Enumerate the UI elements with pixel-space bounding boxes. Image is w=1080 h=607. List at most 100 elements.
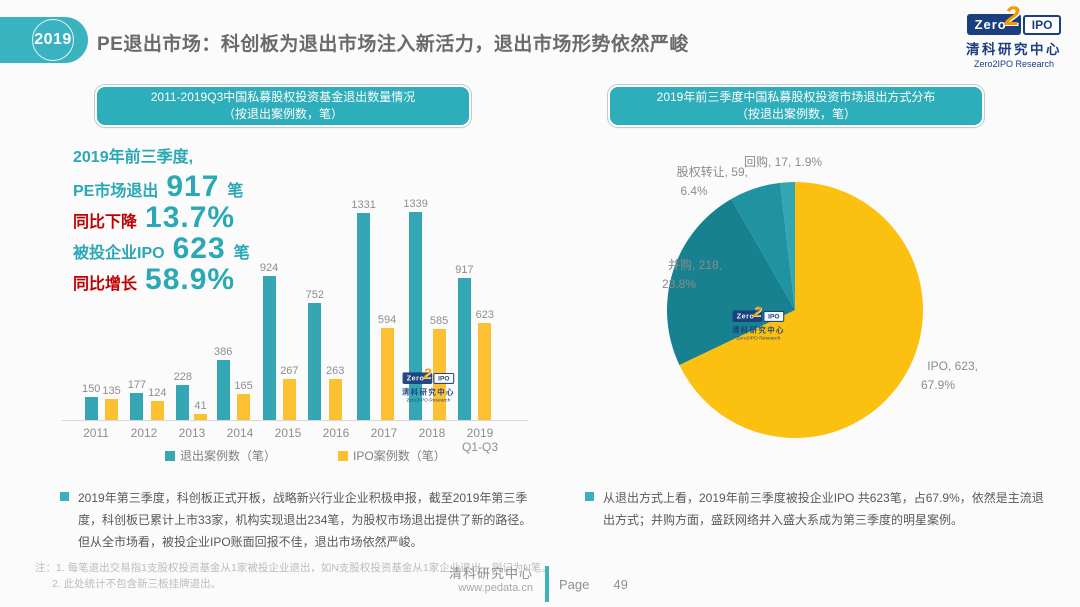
bar-group-2011: 150 135 <box>82 383 121 420</box>
logo-ipo-text: IPO <box>1022 14 1062 35</box>
zero2ipo-logo: Zero 2 IPO 清科研究中心 Zero2IPO Research <box>966 1 1062 69</box>
bar-value-label: 924 <box>259 262 279 274</box>
key-stats: 2019年前三季度, PE市场退出 917 笔 同比下降 13.7% 被投企业I… <box>73 143 250 296</box>
pie-label-pct: 23.8% <box>661 276 697 291</box>
bar-ipo-cases-2011 <box>105 399 119 420</box>
bar-value-label: 917 <box>455 264 474 276</box>
footer-divider <box>545 566 549 602</box>
pie-label-pct: 6.4% <box>680 183 708 198</box>
bar-value-label: 150 <box>82 383 101 395</box>
bar-ipo-cases-2019 <box>478 323 492 420</box>
bar-value-label: 386 <box>214 346 233 358</box>
bullet-square-icon <box>585 492 594 501</box>
pie-label-buyback: 回购, 17, 1.9% <box>744 153 822 172</box>
logo-two-text: 2 <box>753 303 762 320</box>
stat-label: 被投企业IPO <box>73 245 165 262</box>
pie-label-pct: 67.9% <box>920 377 956 392</box>
stat-label: 同比增长 <box>73 276 138 293</box>
bar-column: 177 <box>128 379 146 420</box>
bar-value-label: 752 <box>305 289 324 301</box>
bar-value-label: 41 <box>194 400 207 412</box>
bar-column: 267 <box>280 365 299 420</box>
pie-chart-title-line1: 2019年前三季度中国私募股权投资市场退出方式分布 <box>656 89 936 104</box>
bar-value-label: 623 <box>475 309 494 321</box>
logo-zero-text: Zero <box>402 372 433 384</box>
footer-page-number: 49 <box>613 577 628 592</box>
x-axis-label-2019: 2019 Q1-Q3 <box>462 426 499 454</box>
logo-chinese-name: 清科研究中心 <box>732 325 785 335</box>
stat-unit: 笔 <box>233 245 250 262</box>
year-badge-circle: 2019 <box>32 19 74 61</box>
x-axis-label-2011: 2011 <box>83 426 109 440</box>
bar-chart-title-banner: 2011-2019Q3中国私募股权投资基金退出数量情况 （按退出案例数，笔） <box>95 85 471 127</box>
bar-group-2016: 752 263 <box>306 289 345 420</box>
bar-value-label: 177 <box>127 379 147 391</box>
bar-value-label: 1339 <box>403 198 428 210</box>
bar-value-label: 263 <box>325 365 345 377</box>
bar-column: 594 <box>378 314 396 420</box>
pie-slice-IPO <box>679 182 923 438</box>
bar-exit-cases-2019 <box>457 278 471 420</box>
pie-chart-title-banner: 2019年前三季度中国私募股权投资市场退出方式分布 （按退出案例数，笔） <box>608 85 984 127</box>
logo-chinese-name: 清科研究中心 <box>966 42 1062 57</box>
bar-value-label: 267 <box>280 365 299 377</box>
bar-group-2019: 917 623 <box>455 264 494 420</box>
footer-website: www.pedata.cn <box>458 582 533 594</box>
zero2ipo-logo-mark: Zero 2 IPO <box>732 303 785 322</box>
pie-label-ipo: IPO, 623, 67.9% <box>898 357 978 394</box>
stat-unit: 笔 <box>227 183 244 200</box>
bar-exit-cases-2018 <box>409 212 423 420</box>
stat-value: 917 <box>166 170 220 203</box>
bar-group-2017: 1331 594 <box>351 199 396 420</box>
pie-label-equity-transfer: 股权转让, 59, 6.4% <box>640 163 748 200</box>
pie-label-text: 回购, 17, 1.9% <box>744 155 823 169</box>
logo-english-name: Zero2IPO Research <box>736 335 781 341</box>
bar-group-2012: 177 124 <box>128 379 167 420</box>
zero2ipo-watermark-pie-chart: Zero 2 IPO 清科研究中心 Zero2IPO Research <box>732 303 785 341</box>
stat-row-pe-exit: PE市场退出 917 笔 <box>73 170 250 203</box>
year-badge-label: 2019 <box>34 31 72 48</box>
bar-chart-legend: 退出案例数（笔） IPO案例数（笔） <box>165 447 446 464</box>
footer-page-label: Page <box>559 577 590 592</box>
bar-ipo-cases-2013 <box>193 414 207 420</box>
bar-column: 1331 <box>351 199 376 420</box>
pie-chart <box>667 182 923 438</box>
logo-english-name: Zero2IPO Research <box>406 397 451 403</box>
logo-zero-text: Zero <box>966 14 1021 35</box>
stat-label: PE市场退出 <box>73 183 159 200</box>
bullet-square-icon <box>60 492 69 501</box>
legend-label: 退出案例数（笔） <box>180 449 277 463</box>
logo-english-name: Zero2IPO Research <box>973 59 1055 69</box>
bar-exit-cases-2015 <box>262 276 276 420</box>
logo-two-text: 2 <box>1004 1 1020 31</box>
bar-column: 124 <box>148 387 167 420</box>
bar-column: 135 <box>102 385 121 420</box>
x-axis-label-2014: 2014 <box>226 426 254 440</box>
legend-swatch-icon <box>338 450 349 461</box>
bar-column: 1339 <box>403 198 428 420</box>
year-badge: 2019 <box>0 17 88 63</box>
bar-group-2013: 228 41 <box>174 371 207 420</box>
commentary-left: 2019年第三季度，科创板正式开板，战略新兴行业企业积极申报，截至2019年第三… <box>60 487 538 554</box>
bar-exit-cases-2013 <box>176 385 190 420</box>
zero2ipo-logo-mark: Zero 2 IPO <box>402 365 455 384</box>
legend-label: IPO案例数（笔） <box>353 449 446 463</box>
bar-ipo-cases-2012 <box>150 401 164 420</box>
stat-value: 58.9% <box>145 263 236 296</box>
pie-label-ma: 并购, 218, 23.8% <box>636 256 722 293</box>
bar-column: 752 <box>306 289 324 420</box>
bar-chart: 150 135 177 124 228 41 386 165 924 267 752 263 1331 5… <box>82 190 494 420</box>
x-axis-label-2016: 2016 <box>322 426 350 440</box>
x-axis-label-2012: 2012 <box>130 426 158 440</box>
pie-label-text: 并购, 218, <box>667 258 722 272</box>
logo-ipo-text: IPO <box>433 372 455 384</box>
bar-exit-cases-2014 <box>216 360 230 420</box>
commentary-right-text: 从退出方式上看，2019年前三季度被投企业IPO 共623笔，占67.9%，依然… <box>603 491 1044 528</box>
bar-column: 386 <box>214 346 232 420</box>
footer-brand-name: 清科研究中心 <box>448 566 533 581</box>
pie-slice-股权转让 <box>731 182 795 310</box>
footnote-line1: 注：1. 每笔退出交易指1支股权投资基金从1家被投企业退出，如N支股权投资基金从… <box>35 562 552 574</box>
stat-value: 623 <box>172 232 226 265</box>
pie-slice-并购 <box>667 198 795 365</box>
bar-column: 165 <box>234 380 253 420</box>
